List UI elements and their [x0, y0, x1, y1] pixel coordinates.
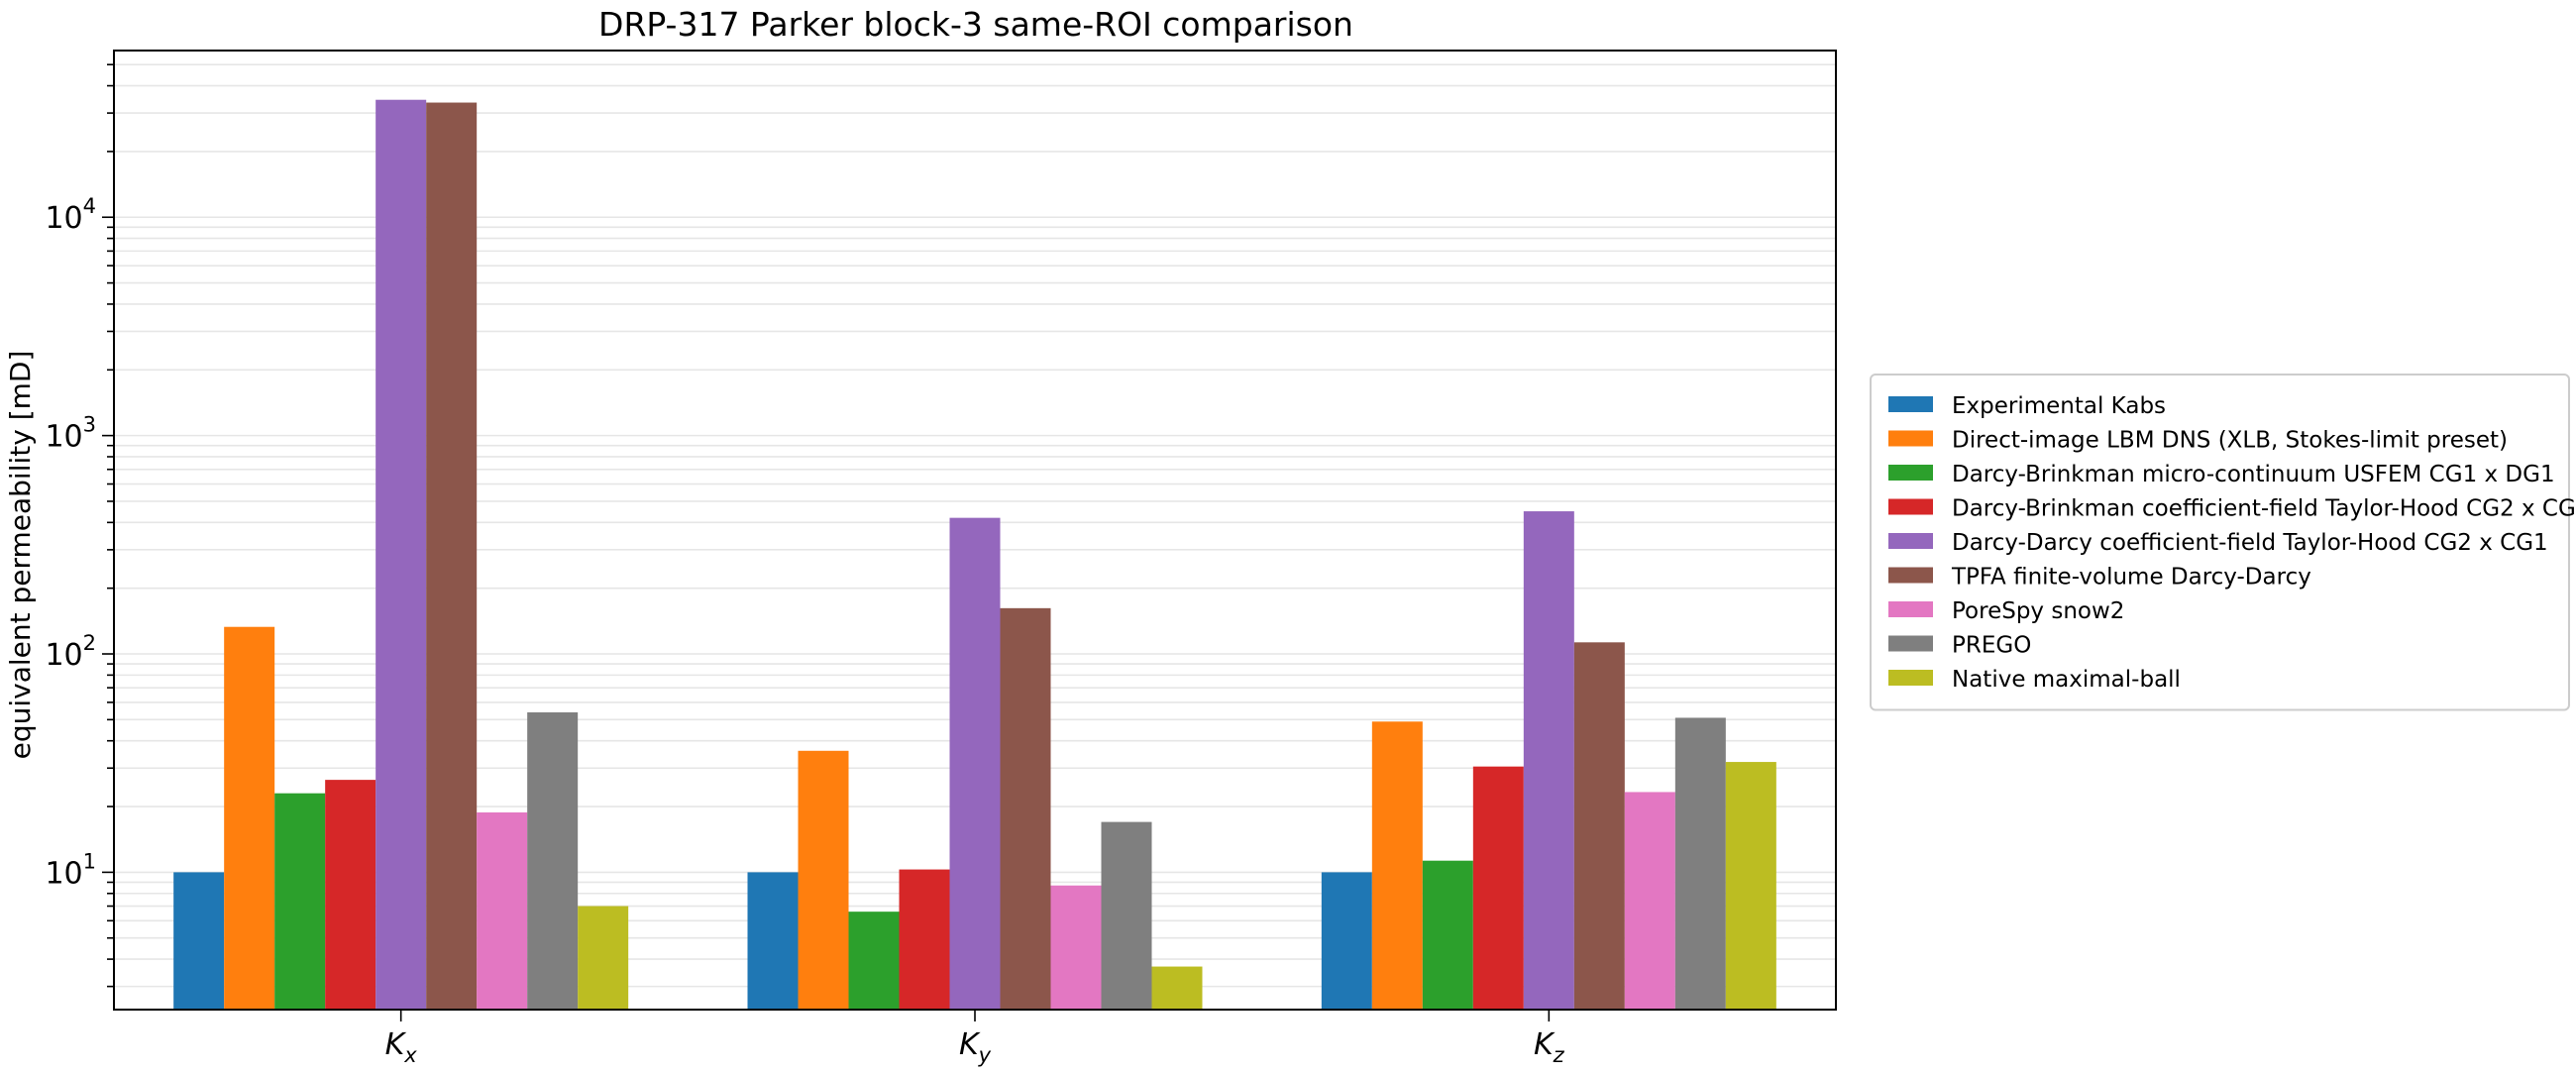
- bar: [578, 906, 629, 1010]
- bar: [1573, 642, 1625, 1010]
- legend-entry: Darcy-Brinkman coefficient-field Taylor-…: [1952, 496, 2576, 522]
- bar: [173, 872, 225, 1010]
- x-tick-label: Ky: [959, 1027, 992, 1067]
- bar: [899, 869, 950, 1010]
- bar: [1472, 766, 1524, 1010]
- legend-swatch: [1888, 465, 1933, 481]
- bar: [1101, 821, 1152, 1010]
- legend-swatch: [1888, 670, 1933, 686]
- bar: [1050, 885, 1102, 1010]
- chart-title: DRP-317 Parker block-3 same-ROI comparis…: [598, 5, 1353, 44]
- x-tick-label: Kx: [385, 1027, 418, 1067]
- bar: [376, 99, 427, 1011]
- legend-swatch: [1888, 396, 1933, 412]
- bar: [477, 811, 528, 1010]
- bar: [1422, 860, 1473, 1010]
- bars: [173, 99, 1776, 1011]
- y-tick-label: 102: [45, 631, 96, 673]
- legend-entry: Darcy-Darcy coefficient-field Taylor-Hoo…: [1952, 530, 2548, 556]
- bar: [1321, 872, 1372, 1010]
- legend-swatch: [1888, 635, 1933, 652]
- legend-entry: PoreSpy snow2: [1952, 598, 2124, 624]
- bar: [1523, 511, 1574, 1010]
- bar: [1000, 607, 1051, 1010]
- x-tick-label: Kz: [1534, 1027, 1565, 1067]
- legend-swatch: [1888, 533, 1933, 549]
- axes: 101 102 103 104 Kx Ky Kz: [45, 50, 1837, 1067]
- bar: [224, 626, 275, 1010]
- legend-entry: Native maximal-ball: [1952, 667, 2181, 693]
- bar: [426, 102, 478, 1010]
- bar: [527, 711, 579, 1010]
- y-tick-label: 103: [45, 413, 96, 455]
- legend-swatch: [1888, 498, 1933, 515]
- bar: [798, 750, 849, 1010]
- bar: [1624, 792, 1675, 1010]
- bar: [325, 780, 376, 1010]
- bar: [1151, 966, 1203, 1010]
- legend: Experimental Kabs Direct-image LBM DNS (X…: [1870, 374, 2576, 711]
- legend-swatch: [1888, 430, 1933, 447]
- bar: [1371, 721, 1423, 1010]
- bar: [848, 912, 900, 1010]
- bar: [1725, 762, 1776, 1010]
- bar: [274, 793, 326, 1010]
- legend-frame: [1870, 374, 2570, 711]
- bar: [949, 517, 1001, 1010]
- legend-swatch: [1888, 601, 1933, 617]
- legend-swatch: [1888, 567, 1933, 584]
- legend-entry: Direct-image LBM DNS (XLB, Stokes-limit …: [1952, 428, 2508, 454]
- bar: [1674, 717, 1726, 1010]
- legend-entry: TPFA finite-volume Darcy-Darcy: [1951, 565, 2311, 591]
- legend-entry: Darcy-Brinkman micro-continuum USFEM CG1…: [1952, 462, 2555, 487]
- legend-entry: PREGO: [1952, 633, 2031, 659]
- y-axis-label: equivalent permeability [mD]: [4, 351, 37, 760]
- bar: [747, 872, 799, 1010]
- legend-entry: Experimental Kabs: [1952, 393, 2166, 419]
- y-tick-label: 104: [45, 194, 96, 236]
- y-tick-label: 101: [45, 849, 96, 891]
